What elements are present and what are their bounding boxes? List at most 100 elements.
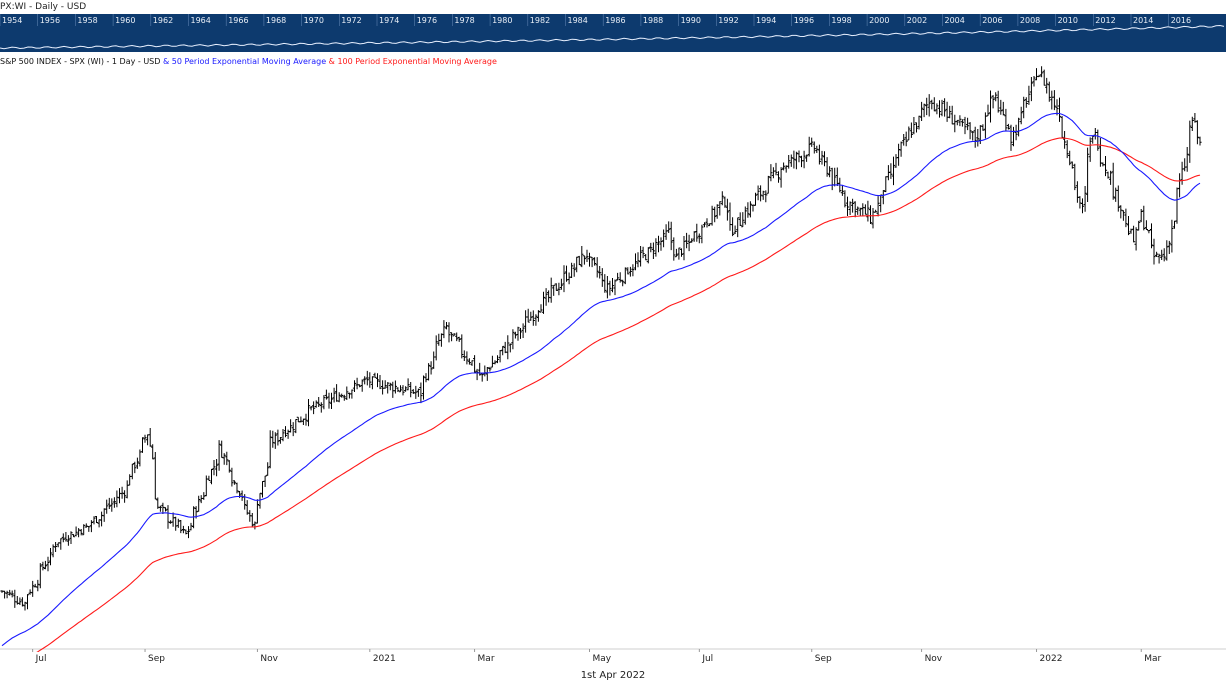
price-bar (41, 561, 45, 571)
price-bar (432, 351, 436, 369)
price-bar (197, 495, 201, 512)
price-bar (840, 185, 844, 196)
price-bar (319, 402, 323, 413)
price-bar (13, 589, 17, 608)
price-bar (623, 267, 627, 285)
price-chart-plot[interactable] (0, 52, 1226, 652)
price-bar (1083, 186, 1087, 212)
price-bar (1029, 77, 1033, 102)
price-bar (1045, 77, 1049, 94)
price-bar (667, 221, 671, 233)
price-bar (1080, 198, 1085, 214)
price-bar (940, 99, 944, 117)
price-bar (43, 560, 47, 570)
price-bar (853, 201, 857, 218)
price-bar (955, 119, 959, 126)
x-axis-tick-label: Sep (814, 654, 832, 664)
navigator-year-label: 1996 (793, 16, 815, 25)
price-bar (1019, 106, 1023, 125)
price-bar (539, 304, 543, 313)
price-bar (447, 322, 451, 343)
price-bar (621, 279, 625, 287)
price-bar (544, 288, 548, 306)
price-bar (907, 126, 911, 141)
price-bar (46, 556, 50, 572)
price-bar (375, 373, 380, 388)
price-bar (429, 361, 433, 375)
price-bar (723, 196, 727, 208)
price-bar (815, 145, 819, 153)
price-bar (1063, 131, 1067, 149)
navigator-year-label: 1982 (529, 16, 551, 25)
time-navigator-strip[interactable]: 1954 1956 1958 1960 1962 1964 1966 1968 1970 1972… (0, 14, 1226, 52)
price-bar (245, 500, 249, 515)
price-bar (294, 419, 298, 434)
price-bar (64, 532, 68, 542)
price-bar (518, 328, 523, 339)
price-bar (350, 389, 354, 399)
price-bar (858, 207, 862, 217)
ema50-line (1, 112, 1201, 647)
price-bar (685, 232, 689, 249)
navigator-price-line (0, 24, 1225, 50)
price-bar (843, 190, 847, 208)
x-axis-tick-label: Nov (924, 654, 943, 664)
price-bar (289, 419, 293, 433)
price-bar (756, 185, 760, 201)
price-bar (222, 453, 226, 465)
price-bar (278, 437, 282, 444)
price-bar (28, 589, 32, 595)
price-bar (953, 114, 957, 133)
price-bar (1001, 101, 1005, 116)
price-bar (1073, 163, 1077, 191)
price-bar (235, 482, 239, 494)
price-bar (799, 155, 804, 168)
price-bar (220, 440, 224, 458)
price-bar (329, 392, 334, 409)
navigator-year-label: 1984 (567, 16, 588, 25)
price-bar (715, 204, 719, 219)
price-bar (889, 163, 893, 179)
price-bar (434, 335, 438, 361)
price-bar (610, 278, 615, 293)
price-bar (263, 475, 267, 487)
price-bar (937, 100, 942, 118)
price-bar (932, 97, 936, 112)
price-bar (866, 200, 870, 222)
price-bar (186, 526, 191, 539)
price-bar (608, 280, 612, 296)
price-bar (1126, 216, 1131, 236)
navigator-year-label: 2008 (1019, 16, 1041, 25)
price-bar (631, 264, 635, 277)
price-bar (516, 326, 520, 341)
price-bar (1103, 156, 1108, 177)
price-bar (5, 590, 9, 599)
price-bar (731, 217, 735, 237)
price-bar (503, 341, 507, 354)
price-bar (753, 192, 758, 206)
price-bar (48, 548, 53, 566)
price-bar (988, 90, 993, 123)
price-bar (1144, 220, 1148, 230)
price-bar (644, 254, 648, 261)
price-bar (725, 198, 729, 221)
price-bar (656, 235, 661, 253)
price-bar (370, 376, 374, 390)
price-bar (36, 579, 40, 592)
price-bar (633, 253, 638, 271)
price-bar (406, 378, 410, 391)
price-bar (324, 389, 328, 400)
price-bar (1132, 225, 1136, 243)
price-bar (398, 385, 403, 393)
price-bar (115, 490, 119, 508)
price-bar (217, 440, 221, 471)
price-bar (636, 252, 640, 268)
price-bar (769, 164, 773, 182)
price-bar (79, 529, 83, 536)
x-axis-tick-label: Mar (477, 654, 495, 664)
legend-ema50: 50 Period Exponential Moving Average (171, 57, 327, 66)
price-bar (437, 333, 441, 346)
price-bar (590, 256, 594, 268)
price-bar (317, 397, 321, 407)
price-bar (1027, 85, 1031, 105)
